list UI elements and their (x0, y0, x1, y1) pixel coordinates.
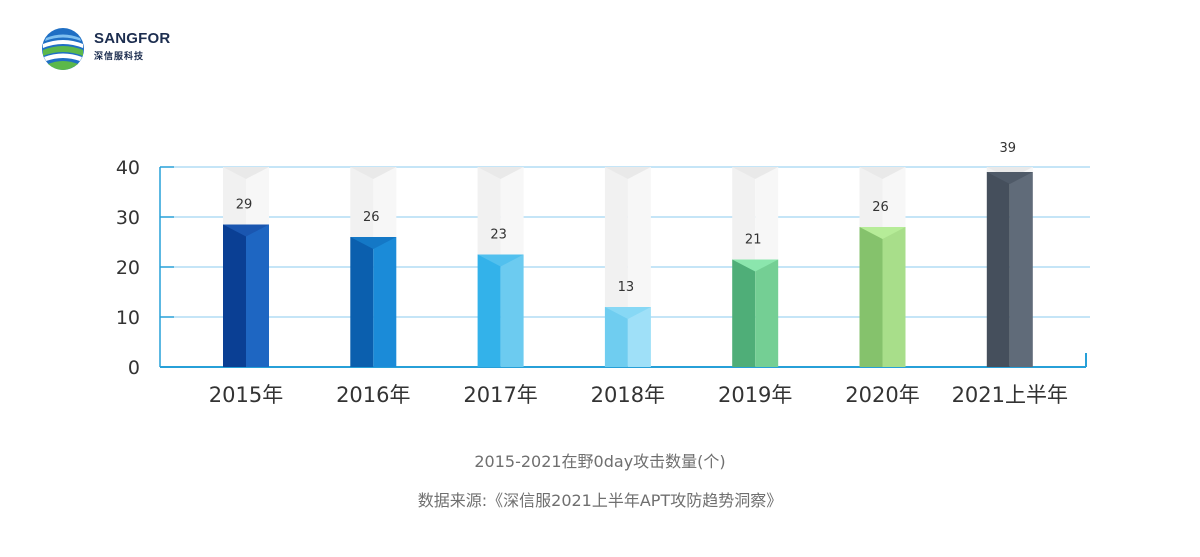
bar (986, 172, 1010, 367)
data-source-caption: 数据来源:《深信服2021上半年APT攻防趋势洞察》 (417, 491, 783, 510)
x-tick-label: 2015年 (209, 383, 283, 407)
y-tick-label: 10 (116, 307, 140, 329)
bar-top (350, 237, 397, 249)
bar-top (859, 227, 906, 239)
bar-side (246, 224, 269, 367)
x-tick-label: 2017年 (463, 383, 537, 407)
data-label: 13 (618, 280, 635, 295)
data-label: 29 (236, 198, 253, 213)
bar (350, 237, 374, 367)
brand-name: SANGFOR (94, 30, 171, 47)
bar-side (373, 237, 397, 367)
bar-top (223, 224, 269, 237)
bar-top (986, 172, 1033, 184)
data-label: 39 (1000, 141, 1017, 156)
y-tick-label: 40 (116, 157, 140, 179)
bar-side (882, 227, 906, 367)
bar-background-left (477, 167, 501, 255)
bar-top (732, 259, 779, 272)
x-tick-label: 2021上半年 (952, 383, 1068, 407)
x-tick-label: 2018年 (591, 383, 665, 407)
data-label: 26 (872, 200, 889, 215)
bar-background-left (350, 167, 374, 237)
bar-side (755, 259, 779, 367)
bar-chart: 0 10 20 30 40 29 2015年 26 2016年 23 2017年 13 2018年 21 2… (116, 141, 1090, 407)
bar-top (604, 307, 651, 319)
bar-background-right (882, 167, 906, 227)
bar-side (1009, 172, 1033, 367)
bar (732, 259, 756, 367)
bar (477, 254, 501, 367)
bar-background-left (223, 167, 246, 225)
globe-logo-icon (42, 28, 84, 70)
bar-side (500, 254, 524, 367)
data-label: 21 (745, 233, 762, 248)
x-tick-label: 2020年 (845, 383, 919, 407)
bar-background-right (246, 167, 269, 225)
bar-background-right (373, 167, 397, 237)
y-tick-label: 0 (128, 357, 140, 379)
bar-background-left (604, 167, 628, 307)
bar-background-cap (223, 167, 269, 179)
bar (223, 224, 246, 367)
x-tick-label: 2019年 (718, 383, 792, 407)
bar-background-cap (350, 167, 397, 179)
y-tick-label: 30 (116, 207, 140, 229)
bar-background-left (732, 167, 756, 260)
bar-background-right (627, 167, 651, 307)
brand-subtitle: 深信服科技 (94, 52, 145, 62)
bar-background-right (755, 167, 779, 260)
bar-side (627, 307, 651, 367)
bar-background-cap (732, 167, 779, 179)
data-label: 26 (363, 210, 380, 225)
bar-background-cap (604, 167, 651, 179)
chart-caption: 2015-2021在野0day攻击数量(个) (474, 452, 726, 471)
sangfor-logo: SANGFOR 深信服科技 (40, 26, 210, 72)
data-label: 23 (490, 228, 507, 243)
y-tick-label: 20 (116, 257, 140, 279)
bar-background-cap (477, 167, 524, 179)
bar-background-cap (859, 167, 906, 179)
x-tick-label: 2016年 (336, 383, 410, 407)
bar-top (477, 254, 524, 267)
bar (859, 227, 883, 367)
bar-background-right (500, 167, 524, 255)
bar (604, 307, 628, 367)
bar-background-left (859, 167, 883, 227)
